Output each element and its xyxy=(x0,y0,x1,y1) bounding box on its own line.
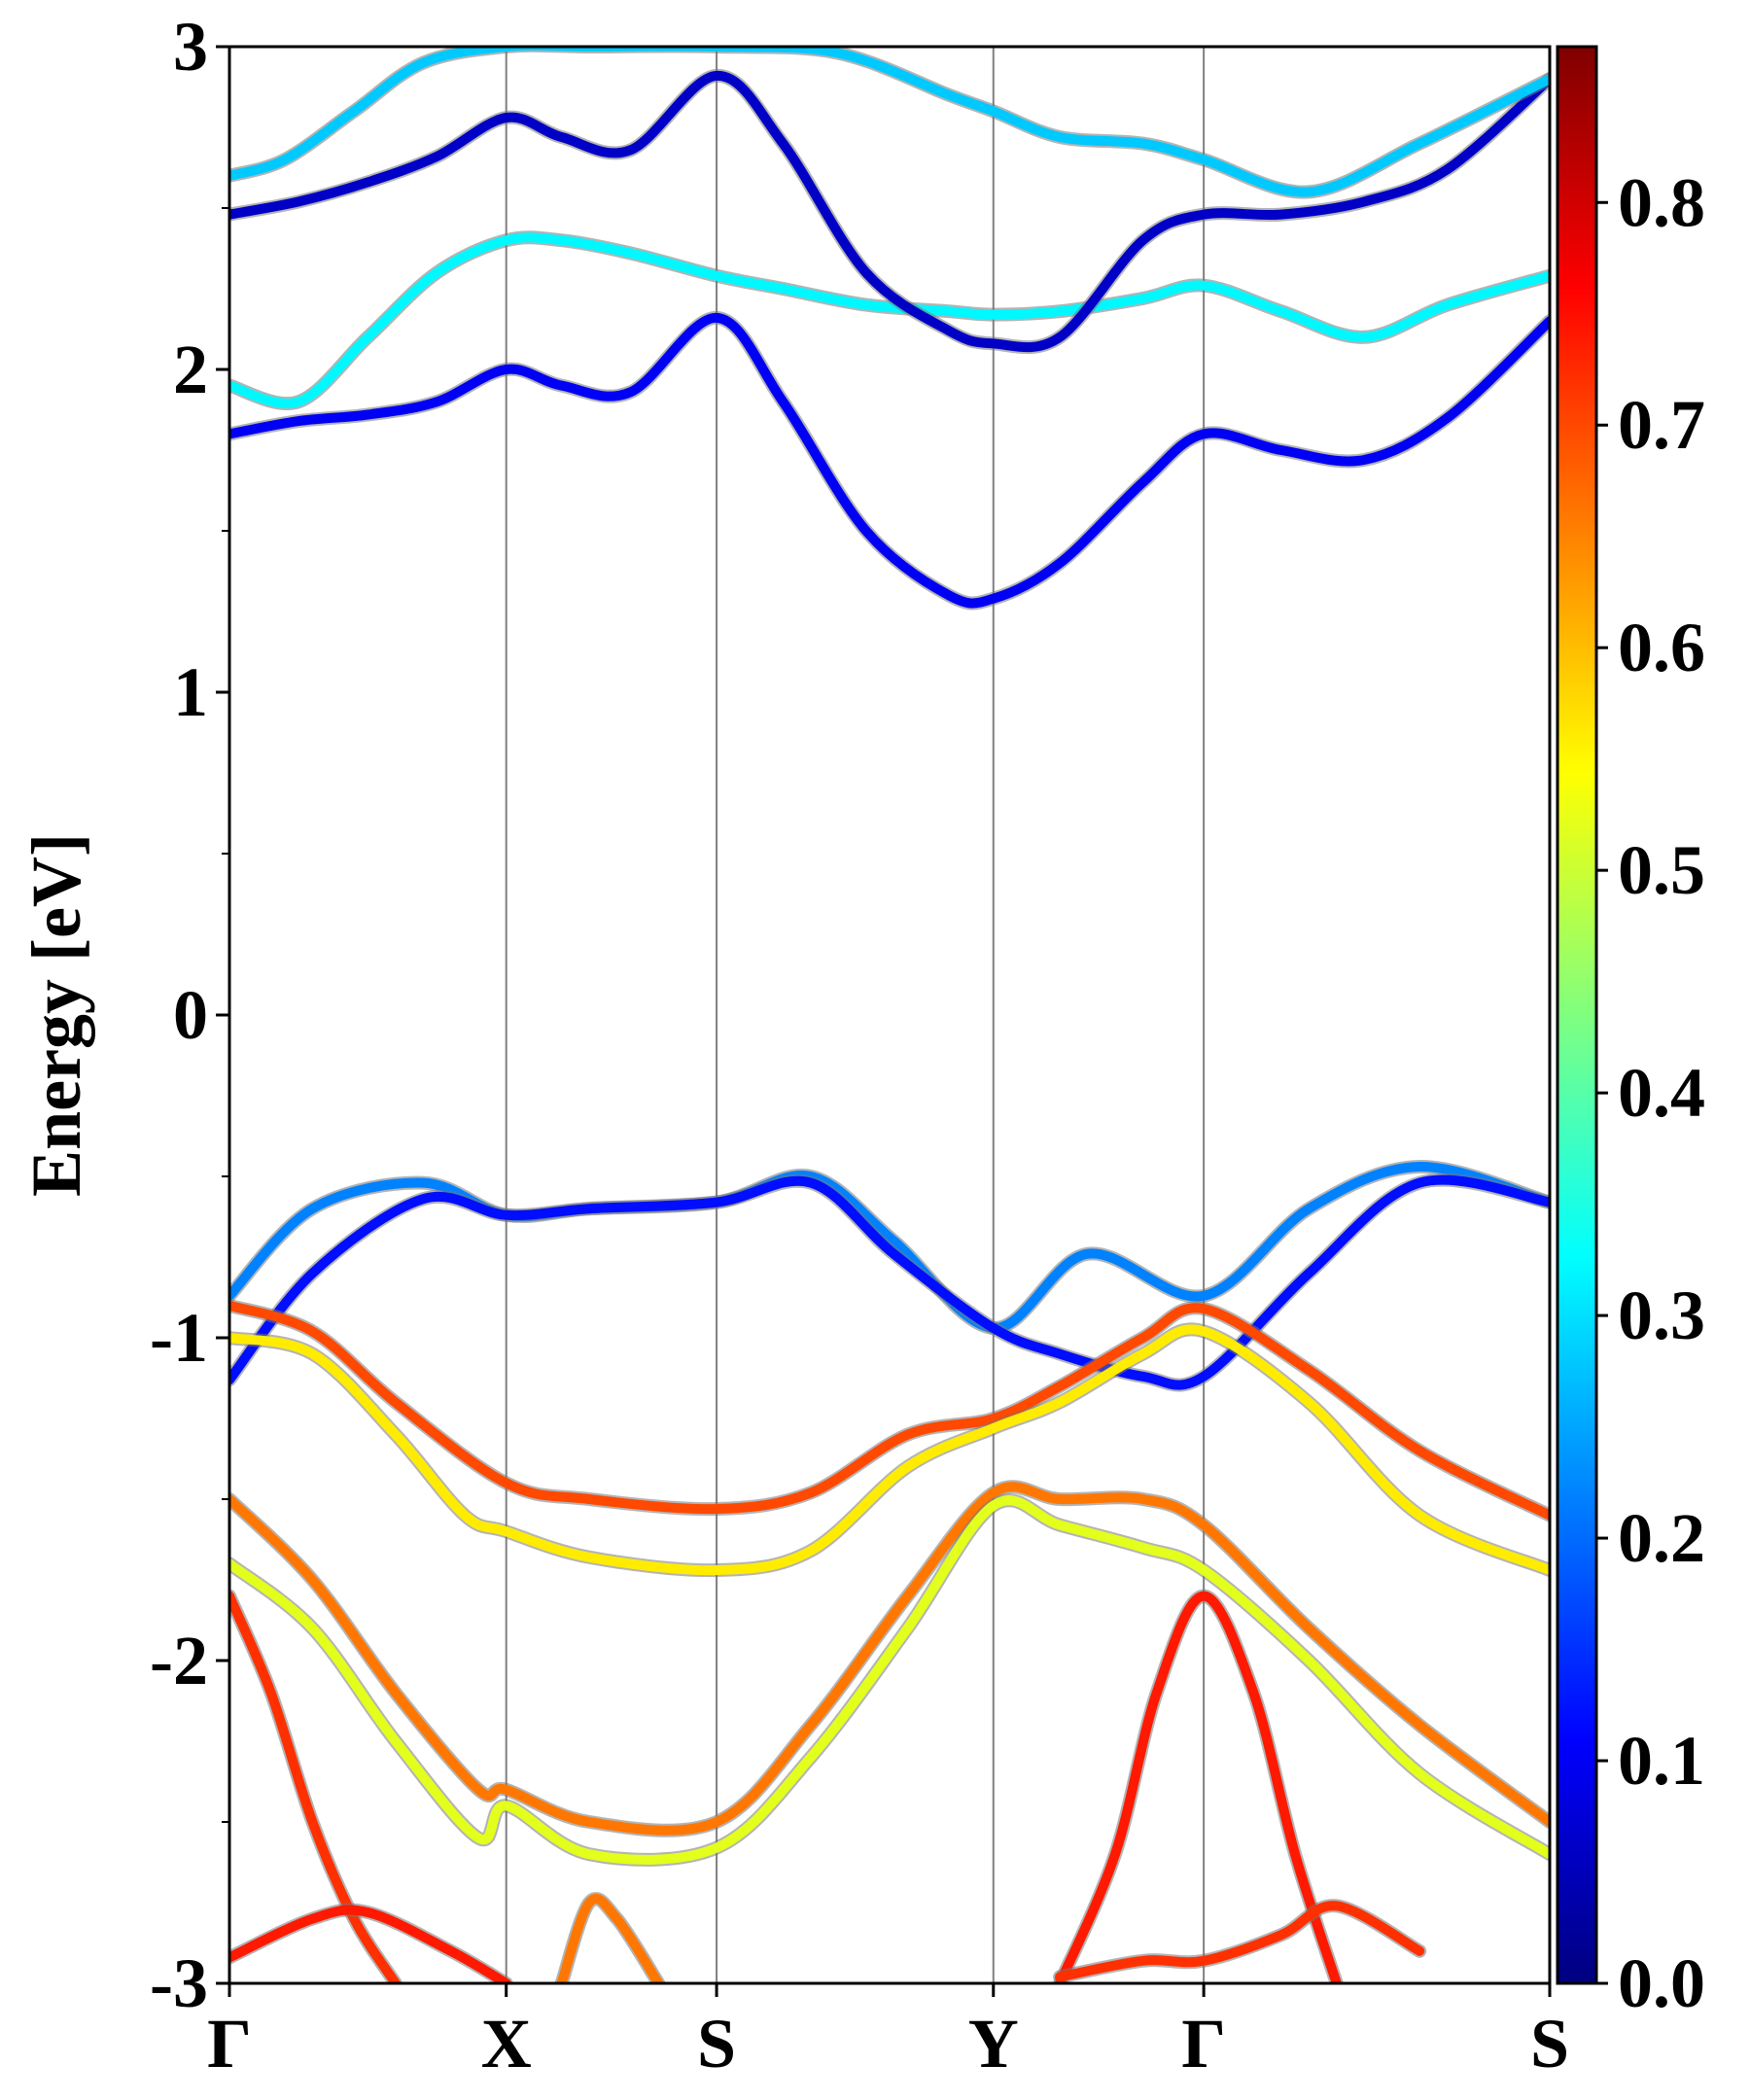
band-outline xyxy=(229,1493,1550,1867)
band-outline xyxy=(229,1172,1550,1392)
colorbar-tick-label: 0.4 xyxy=(1618,1054,1705,1132)
colorbar-tick-label: 0.7 xyxy=(1618,386,1705,464)
colorbar-tick-label: 0.1 xyxy=(1618,1722,1705,1800)
band-line-6 xyxy=(229,1174,1550,1390)
x-tick-label: Y xyxy=(968,2005,1019,2082)
band-line-14 xyxy=(1055,1591,1342,1983)
y-tick-label: -2 xyxy=(150,1622,208,1699)
band-line-10 xyxy=(229,1495,1550,1865)
band-line-7 xyxy=(229,1300,1550,1521)
band-line-4 xyxy=(229,47,1550,197)
y-tick-label: -1 xyxy=(150,1299,208,1377)
band-line-12 xyxy=(229,1905,511,1983)
band-line-13 xyxy=(556,1894,664,1983)
band-line-8 xyxy=(229,1324,1550,1576)
y-axis-ticks: 3 2 1 0 -1 -2 -3 xyxy=(150,8,229,2022)
x-tick-label: S xyxy=(1530,2005,1569,2082)
band-lines xyxy=(229,47,1550,1983)
x-tick-label: X xyxy=(481,2005,532,2082)
colorbar-ticks: 0.8 0.7 0.6 0.5 0.4 0.3 0.2 0.1 0.0 xyxy=(1596,163,1705,2022)
colorbar-tick-label: 0.5 xyxy=(1618,831,1705,909)
y-tick-label: -3 xyxy=(150,1944,208,2022)
band-line-15 xyxy=(1055,1901,1425,1982)
y-tick-label: 2 xyxy=(173,331,208,408)
colorbar-tick-label: 0.2 xyxy=(1618,1499,1705,1577)
colorbar-tick-label: 0.3 xyxy=(1618,1277,1705,1354)
y-tick-label: 1 xyxy=(173,653,208,731)
x-tick-label: Γ xyxy=(1181,2005,1226,2082)
y-tick-label: 3 xyxy=(173,8,208,86)
x-tick-label: S xyxy=(697,2005,736,2082)
colorbar-tick-label: 0.0 xyxy=(1618,1944,1705,2022)
x-tick-label: Γ xyxy=(207,2005,252,2082)
colorbar-tick-label: 0.8 xyxy=(1618,163,1705,241)
colorbar: 0.8 0.7 0.6 0.5 0.4 0.3 0.2 0.1 0.0 xyxy=(1556,45,1705,2022)
y-tick-label: 0 xyxy=(173,976,208,1054)
band-line-3 xyxy=(229,70,1550,353)
band-line-2 xyxy=(229,232,1550,408)
band-line-5 xyxy=(229,1161,1550,1333)
band-line-11 xyxy=(229,1591,401,1983)
band-outline xyxy=(229,230,1550,410)
colorbar-gradient xyxy=(1556,45,1598,1985)
y-axis-label: Energy [eV] xyxy=(18,833,95,1197)
colorbar-tick-label: 0.6 xyxy=(1618,609,1705,686)
high-symmetry-lines xyxy=(505,47,1206,1983)
band-line-1 xyxy=(229,312,1550,609)
band-line-9 xyxy=(229,1482,1550,1836)
